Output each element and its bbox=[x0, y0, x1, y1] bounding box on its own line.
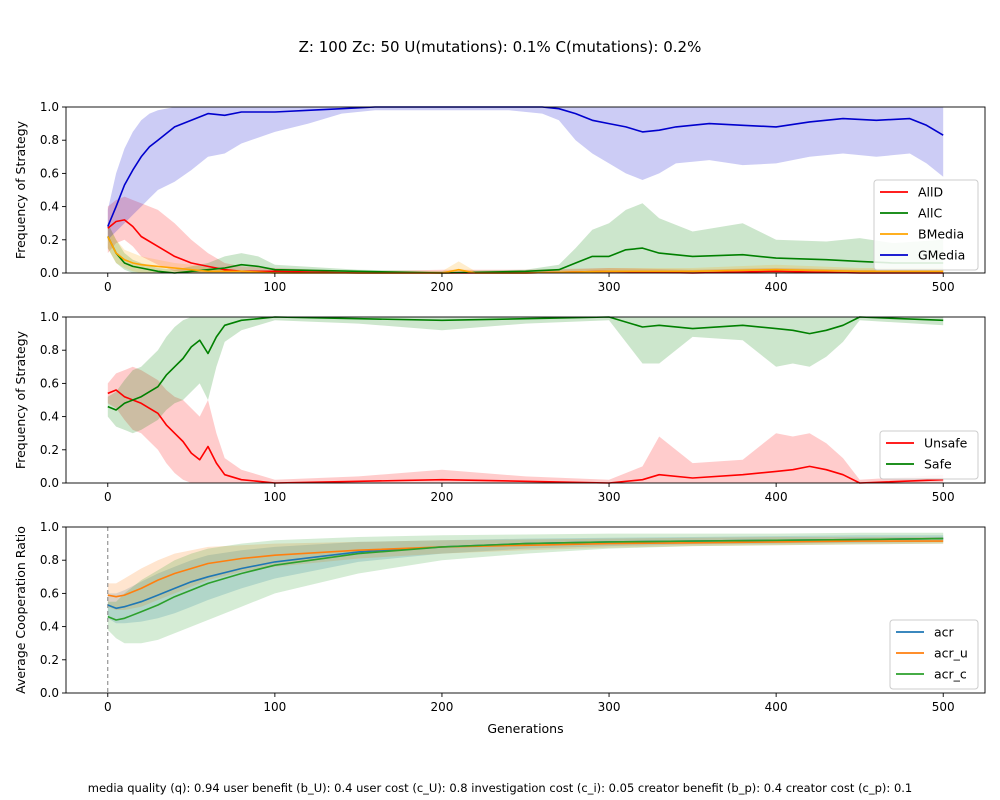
panel-cooperation: 0 100 200 300 400 500 0.0 0.2 0.4 0.6 0.8 1.0 Averag… bbox=[13, 520, 986, 736]
band-safe bbox=[107, 317, 944, 434]
x-tick-label: 400 bbox=[765, 490, 788, 504]
figure-footer: media quality (q): 0.94 user benefit (b_… bbox=[88, 781, 913, 795]
legend-frame bbox=[873, 179, 979, 271]
y-axis-label: Frequency of Strategy bbox=[13, 120, 28, 259]
y-tick-label: 0.4 bbox=[40, 410, 59, 424]
band-gmedia bbox=[107, 107, 944, 240]
x-tick-label: 0 bbox=[104, 280, 112, 294]
y-tick-label: 0.8 bbox=[40, 133, 59, 147]
legend-label: AllD bbox=[918, 185, 943, 200]
x-tick-label: 200 bbox=[431, 700, 454, 714]
series-line-acr-u bbox=[107, 540, 944, 598]
y-axis-label: Average Cooperation Ratio bbox=[13, 526, 28, 694]
y-tick-label: 0.2 bbox=[40, 653, 59, 667]
legend-label: AllC bbox=[918, 206, 942, 221]
y-tick-label: 0.8 bbox=[40, 553, 59, 567]
legend-label: acr_u bbox=[934, 646, 968, 661]
y-tick-label: 1.0 bbox=[40, 310, 59, 324]
axes-frame bbox=[65, 526, 986, 694]
x-tick-label: 500 bbox=[932, 490, 955, 504]
panel-safety: 0 100 200 300 400 500 0.0 0.2 0.4 0.6 0.8 1.0 Freque… bbox=[13, 310, 986, 504]
legend-entry-gmedia: GMedia bbox=[880, 248, 965, 263]
x-tick-label: 500 bbox=[932, 280, 955, 294]
y-tick-label: 1.0 bbox=[40, 520, 59, 534]
legend-entry-acr-u: acr_u bbox=[896, 646, 968, 661]
panel-strategies: 0 100 200 300 400 500 0.0 0.2 0.4 0.6 0.8 1.0 Freque… bbox=[13, 100, 986, 294]
y-tick-label: 0.6 bbox=[40, 166, 59, 180]
x-tick-label: 200 bbox=[431, 490, 454, 504]
series-line-allc bbox=[107, 236, 944, 274]
x-tick-label: 300 bbox=[598, 490, 621, 504]
legend-strategies: AllD AllC BMedia GMedia bbox=[873, 179, 979, 271]
y-tick-label: 0.8 bbox=[40, 343, 59, 357]
band-alld bbox=[107, 196, 944, 273]
legend-entry-bmedia: BMedia bbox=[880, 227, 964, 242]
x-tick-label: 100 bbox=[263, 700, 286, 714]
band-unsafe bbox=[107, 366, 944, 483]
series-line-acr-c bbox=[107, 537, 944, 621]
y-axis-label: Frequency of Strategy bbox=[13, 330, 28, 469]
legend-cooperation: acr acr_u acr_c bbox=[889, 619, 979, 690]
x-tick-label: 100 bbox=[263, 280, 286, 294]
x-tick-label: 500 bbox=[932, 700, 955, 714]
x-tick-label: 100 bbox=[263, 490, 286, 504]
band-bmedia bbox=[107, 223, 944, 273]
legend-label: Unsafe bbox=[924, 436, 968, 451]
y-tick-label: 0.0 bbox=[40, 686, 59, 700]
legend-entry-unsafe: Unsafe bbox=[886, 436, 968, 451]
y-tick-label: 0.6 bbox=[40, 376, 59, 390]
y-tick-label: 0.0 bbox=[40, 266, 59, 280]
legend-frame bbox=[889, 619, 979, 690]
x-tick-label: 0 bbox=[104, 700, 112, 714]
x-tick-label: 300 bbox=[598, 280, 621, 294]
legend-entry-safe: Safe bbox=[886, 457, 952, 472]
band-acr-u bbox=[107, 537, 944, 610]
y-tick-label: 0.0 bbox=[40, 476, 59, 490]
x-tick-label: 400 bbox=[765, 280, 788, 294]
x-tick-label: 200 bbox=[431, 280, 454, 294]
legend-entry-acr-c: acr_c bbox=[896, 667, 967, 682]
y-tick-label: 0.4 bbox=[40, 620, 59, 634]
series-line-safe bbox=[107, 316, 944, 411]
legend-label: acr_c bbox=[934, 667, 967, 682]
x-tick-label: 400 bbox=[765, 700, 788, 714]
x-axis-label: Generations bbox=[487, 721, 563, 736]
legend-label: acr bbox=[934, 625, 955, 640]
band-acr-c bbox=[107, 532, 944, 644]
y-tick-label: 0.2 bbox=[40, 443, 59, 457]
x-tick-label: 0 bbox=[104, 490, 112, 504]
legend-safety: Unsafe Safe bbox=[879, 430, 979, 480]
y-tick-label: 0.2 bbox=[40, 233, 59, 247]
legend-label: BMedia bbox=[918, 227, 964, 242]
series-line-unsafe bbox=[107, 389, 944, 484]
legend-entry-acr: acr bbox=[896, 625, 955, 640]
y-tick-label: 0.4 bbox=[40, 200, 59, 214]
legend-entry-alld: AllD bbox=[880, 185, 943, 200]
legend-entry-allc: AllC bbox=[880, 206, 942, 221]
y-tick-label: 0.6 bbox=[40, 586, 59, 600]
axes-frame bbox=[65, 316, 986, 484]
axes-frame bbox=[65, 106, 986, 274]
x-tick-label: 300 bbox=[598, 700, 621, 714]
legend-label: GMedia bbox=[918, 248, 965, 263]
legend-label: Safe bbox=[924, 457, 952, 472]
figure-suptitle: Z: 100 Zc: 50 U(mutations): 0.1% C(mutat… bbox=[299, 38, 702, 56]
y-tick-label: 1.0 bbox=[40, 100, 59, 114]
